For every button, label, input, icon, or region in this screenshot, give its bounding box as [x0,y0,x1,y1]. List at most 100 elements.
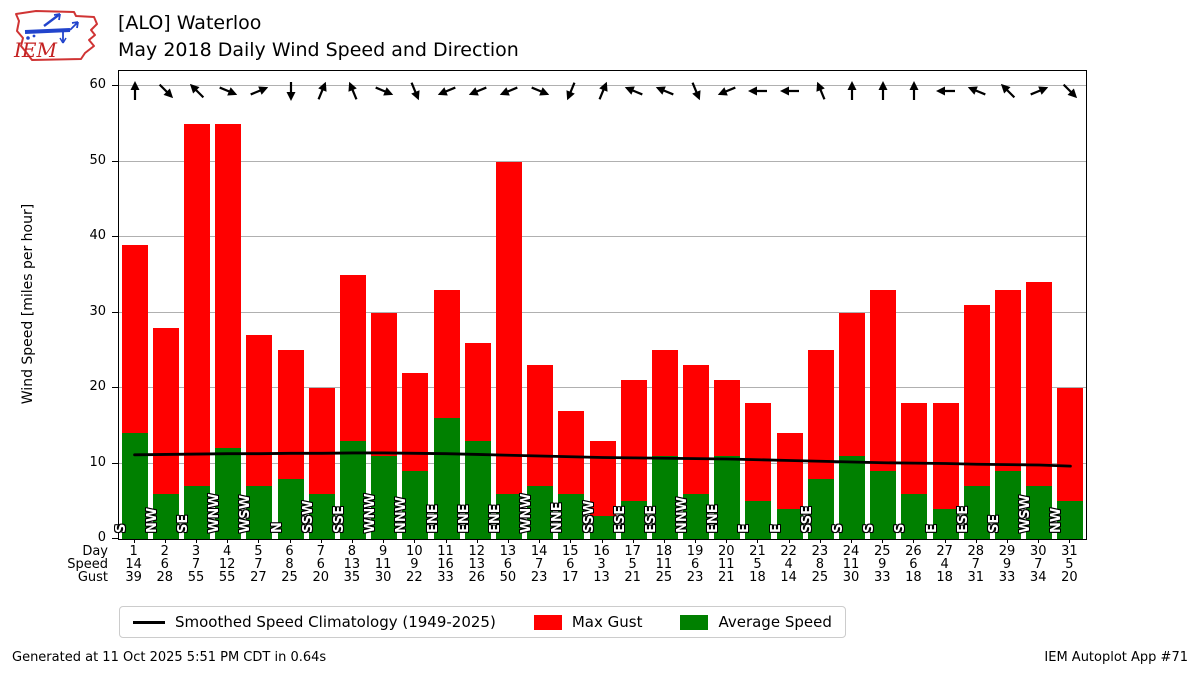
y-tick-label: 20 [89,379,106,395]
speed-value: 6 [503,557,513,572]
wind-direction-arrow-icon [465,78,491,104]
x-tick-mark [445,539,447,543]
speed-value: 7 [971,557,980,572]
day-number: 2 [160,544,169,559]
day-number: 7 [316,544,325,559]
day-number: 5 [254,544,263,559]
average-speed-bar [308,493,335,539]
wind-direction-label: E [768,524,784,533]
gust-value: 39 [125,570,142,585]
day-number: 24 [842,544,860,559]
wind-direction-label: ENE [706,504,722,533]
wind-direction-label: S [113,523,129,533]
footer-app-text: IEM Autoplot App #71 [1044,650,1188,665]
gust-value: 18 [749,570,766,585]
legend-label: Smoothed Speed Climatology (1949-2025) [175,613,496,631]
average-speed-bar [152,493,179,539]
wind-direction-label: NW [144,507,160,533]
gust-value: 21 [624,570,641,585]
day-number: 21 [749,544,766,559]
gust-value: 25 [281,570,298,585]
wind-direction-label: E [737,524,753,533]
average-speed-bar [776,508,803,539]
speed-value: 5 [1065,557,1074,572]
x-tick-mark [133,539,135,543]
gust-value: 33 [998,570,1016,585]
y-tick-mark [112,387,118,389]
x-tick-mark [351,539,353,543]
wind-direction-arrow-icon [371,78,397,104]
wind-direction-label: NW [1049,507,1065,533]
gust-value: 18 [936,570,953,585]
speed-value: 4 [940,557,949,572]
wind-direction-label: S [862,523,878,533]
y-tick-label: 40 [89,228,106,244]
wind-direction-label: WNW [363,493,379,533]
speed-value: 6 [160,557,169,572]
wind-direction-label: WNW [519,493,535,533]
y-tick-mark [112,160,118,162]
wind-direction-arrow-icon [621,78,647,104]
iem-logo-text: IEM [13,38,58,62]
x-tick-mark [851,539,853,543]
day-number: 16 [593,544,610,559]
wind-direction-arrow-icon [246,78,272,104]
speed-value: 9 [1002,557,1012,572]
gust-value: 33 [437,570,454,585]
gust-value: 13 [593,570,610,585]
gust-value: 22 [406,570,423,585]
day-number: 31 [1061,544,1078,559]
wind-direction-arrow-icon [652,78,678,104]
gust-value: 34 [1029,570,1047,585]
x-tick-mark [227,539,229,543]
average-speed-bar [870,471,897,539]
axis-row-label: Gust [77,570,108,585]
day-number: 3 [191,544,201,559]
x-tick-mark [726,539,728,543]
wind-direction-label: ESE [955,505,971,533]
gust-value: 30 [842,570,860,585]
wind-direction-label: ENE [487,504,503,533]
day-number: 6 [285,544,294,559]
legend-swatch-line [133,620,165,624]
chart-title: May 2018 Daily Wind Speed and Direction [118,39,519,61]
average-speed-bar [589,516,616,539]
day-number: 23 [811,544,829,559]
wind-direction-label: WNW [207,493,223,533]
wind-direction-arrow-icon [340,78,366,104]
day-number: 9 [379,544,388,559]
speed-value: 14 [125,557,142,572]
day-number: 15 [562,544,579,559]
gust-value: 25 [655,570,673,585]
wind-direction-label: SSE [331,505,347,533]
legend-label: Max Gust [571,613,643,631]
speed-value: 9 [410,557,419,572]
average-speed-bar [683,493,710,539]
day-number: 25 [873,544,891,559]
wind-direction-arrow-icon [183,77,211,105]
average-speed-bar [183,486,210,539]
gust-value: 35 [343,570,361,585]
wind-direction-arrow-icon [125,81,145,101]
y-tick-label: 30 [89,303,106,319]
average-speed-bar [246,486,273,539]
gridline [119,387,1086,389]
gridline [119,236,1086,238]
speed-value: 11 [655,557,673,572]
average-speed-bar [807,478,834,539]
speed-value: 11 [717,557,735,572]
day-number: 19 [686,544,704,559]
day-number: 28 [967,544,985,559]
legend: Smoothed Speed Climatology (1949-2025) Ma… [119,606,846,638]
average-speed-bar [1026,486,1053,539]
average-speed-bar [620,501,647,539]
wind-direction-label: S [893,523,909,533]
wind-direction-label: S [831,523,847,533]
wind-direction-label: E [924,524,940,533]
day-number: 18 [655,544,673,559]
wind-direction-label: NNW [675,496,691,533]
wind-direction-label: WSW [1018,494,1034,533]
gust-value: 30 [374,570,392,585]
x-tick-mark [632,539,634,543]
x-tick-mark [819,539,821,543]
